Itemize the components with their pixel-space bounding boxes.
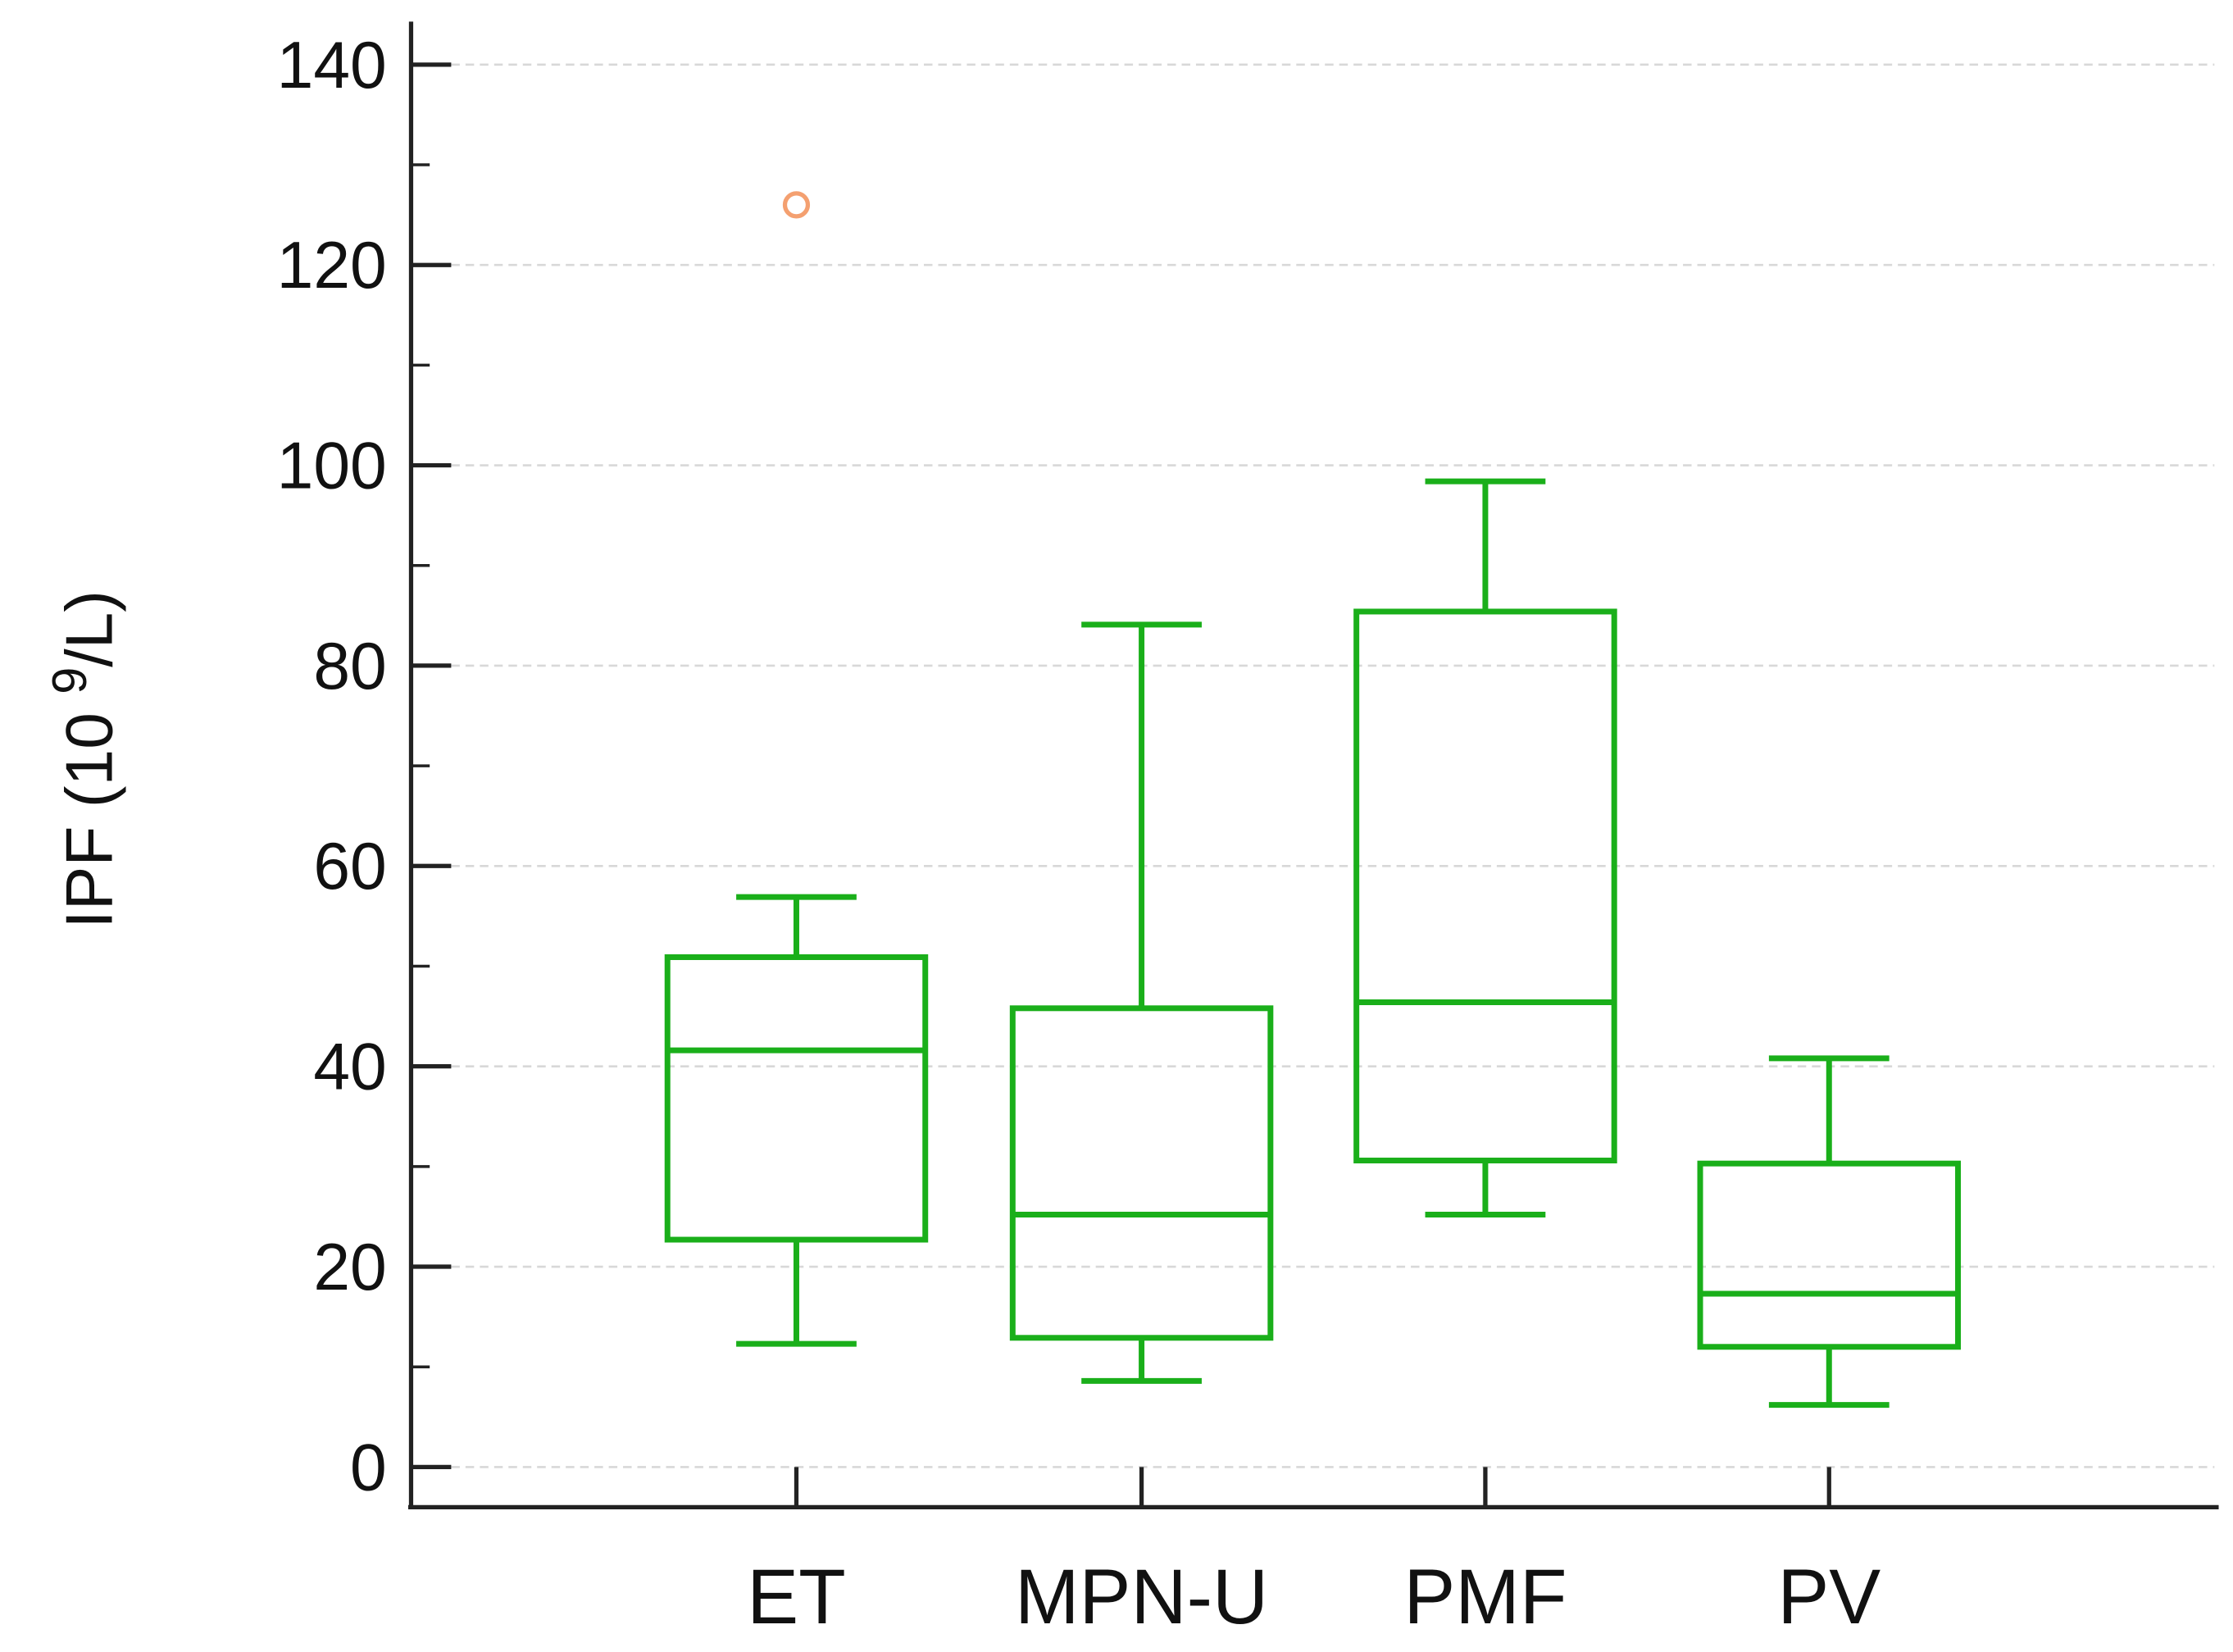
y-tick-label: 140 [277,29,387,102]
y-tick-label: 0 [350,1431,387,1504]
gridlines [451,63,2215,1468]
box-iqr [1353,608,1617,1164]
outlier-point [782,191,811,219]
box-iqr [664,953,929,1243]
box-iqr [1009,1005,1274,1341]
y-axis-ticks: 0 20 40 60 80 100 120 140 [277,29,452,1504]
boxes [664,191,1962,1409]
y-tick-label: 120 [277,229,387,303]
y-axis-label: IPF (10 9/L) [42,590,126,929]
x-tick-label: MPN-U [1015,1554,1268,1640]
y-tick-label: 20 [313,1231,386,1304]
y-tick-label: 100 [277,430,387,503]
y-tick-label: 80 [313,630,386,703]
y-tick-label: 60 [313,830,386,903]
x-tick-label: PV [1777,1554,1881,1640]
x-tick-label: ET [747,1554,846,1640]
box-iqr [1697,1160,1962,1350]
x-tick-label: PMF [1403,1554,1567,1640]
y-tick-label: 40 [313,1031,386,1104]
x-axis-labels: ET MPN-U PMF PV [747,1467,1881,1640]
